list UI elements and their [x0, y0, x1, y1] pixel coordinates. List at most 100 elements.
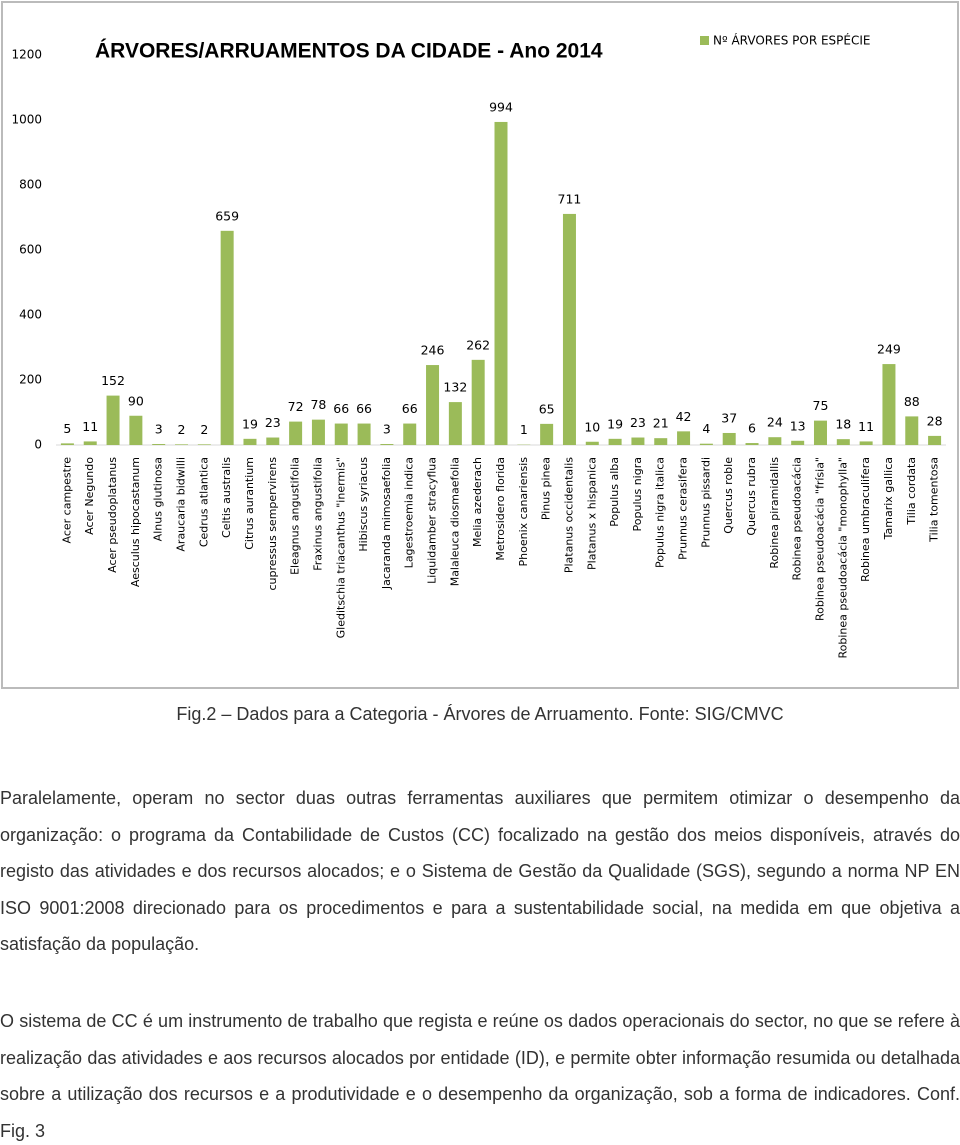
data-label: 90: [128, 393, 144, 408]
data-label: 659: [215, 208, 239, 223]
data-label: 13: [790, 418, 806, 433]
data-label: 19: [242, 416, 258, 431]
x-tick-label: Quercus rubra: [745, 457, 758, 536]
bar: [928, 435, 942, 445]
x-tick-label: Robinea piramidallis: [768, 457, 781, 569]
x-tick-label: Robinea umbraculifera: [859, 457, 872, 582]
data-label: 1: [520, 422, 528, 437]
bar: [494, 121, 508, 445]
x-tick-label: Quercus roble: [722, 457, 735, 534]
data-label: 23: [265, 415, 281, 430]
x-tick-label: cupressus sempervirens: [266, 457, 279, 591]
x-tick-label: Tilia tomentosa: [928, 457, 941, 543]
data-label: 994: [489, 99, 513, 114]
data-label: 28: [927, 413, 943, 428]
bar: [403, 423, 417, 445]
x-tick-label: Acer Negundo: [83, 457, 96, 535]
y-tick-label: 600: [19, 243, 42, 257]
x-tick-label: Gleditschia triacanthus "inermis": [334, 457, 347, 638]
data-label: 78: [310, 397, 326, 412]
chart-title: ÁRVORES/ARRUAMENTOS DA CIDADE - Ano 2014: [95, 40, 603, 63]
x-tick-label: Prunnus pissardi: [699, 457, 712, 548]
bar: [311, 419, 325, 445]
data-label: 5: [63, 421, 71, 436]
x-tick-label: Hibiscus syriacus: [357, 457, 370, 552]
bar: [471, 359, 485, 445]
x-tick-label: Populus alba: [608, 457, 621, 527]
y-tick-label: 1200: [11, 48, 42, 62]
x-tick-label: Eleagnus angustifolia: [289, 457, 302, 575]
bar: [608, 438, 622, 445]
bar: [266, 437, 280, 445]
bar: [197, 444, 211, 445]
bar: [220, 230, 234, 445]
bar: [357, 423, 371, 445]
data-label: 42: [676, 409, 692, 424]
bar: [175, 444, 189, 445]
x-tick-label: Phoenix canariensis: [517, 457, 530, 567]
y-tick-label: 400: [19, 308, 42, 322]
data-label: 246: [421, 343, 445, 358]
x-tick-label: Alnus glutinosa: [152, 457, 165, 541]
caption: Fig.2 – Dados para a Categoria - Árvores…: [176, 704, 784, 724]
x-tick-label: Robinea pseudoacácia "frísia": [813, 457, 826, 621]
x-tick-label: Prunnus cerasifera: [677, 457, 690, 560]
y-tick-label: 1000: [11, 113, 42, 127]
data-label: 66: [356, 401, 372, 416]
x-tick-label: Cedrus atlantica: [197, 457, 210, 547]
x-tick-label: Acer campestre: [60, 457, 73, 544]
x-tick-label: Celtis australis: [220, 457, 233, 538]
legend-label: Nº ÁRVORES POR ESPÉCIE: [713, 33, 870, 48]
data-label: 65: [539, 401, 555, 416]
data-label: 132: [443, 380, 467, 395]
bar: [540, 423, 554, 445]
data-label: 3: [383, 422, 391, 437]
bar: [152, 444, 166, 445]
data-label: 262: [466, 337, 490, 352]
bar: [722, 432, 736, 445]
y-tick-label: 800: [19, 178, 42, 192]
x-tick-label: Populus nigra italica: [654, 457, 667, 568]
data-label: 88: [904, 394, 920, 409]
chart-frame: [1, 1, 959, 689]
x-tick-label: Fraxinus angustifolia: [311, 457, 324, 571]
data-label: 6: [748, 421, 756, 436]
bar: [699, 443, 713, 445]
bar: [905, 416, 919, 445]
bar: [129, 415, 143, 445]
bar: [585, 441, 599, 445]
bar: [106, 395, 120, 445]
data-label: 19: [607, 416, 623, 431]
bar: [677, 431, 691, 445]
chart: ÁRVORES/ARRUAMENTOS DA CIDADE - Ano 2014…: [1, 1, 959, 689]
data-label: 11: [82, 419, 98, 434]
x-tick-label: Tilia cordata: [905, 457, 918, 526]
x-tick-label: Aesculus hipocastanum: [129, 457, 142, 587]
data-label: 72: [288, 399, 304, 414]
bar: [813, 420, 827, 445]
data-label: 10: [584, 419, 600, 434]
x-tick-label: Citrus aurantium: [243, 457, 256, 550]
x-tick-label: Tamarix gallica: [882, 457, 895, 540]
bar: [745, 443, 759, 445]
bar: [562, 213, 576, 445]
bar: [380, 444, 394, 445]
x-tick-label: Metrosidero florida: [494, 457, 507, 561]
x-tick-label: Robinea pseudoacácia: [791, 457, 804, 580]
data-label: 152: [101, 373, 125, 388]
bar: [334, 423, 348, 445]
x-tick-label: Malaleuca diosmaefolia: [448, 457, 461, 586]
data-label: 75: [813, 398, 829, 413]
y-tick-label: 0: [34, 438, 42, 452]
x-tick-label: Lagestroemia indica: [403, 457, 416, 568]
data-label: 23: [630, 415, 646, 430]
bar: [654, 438, 668, 445]
bar: [243, 438, 257, 445]
x-tick-label: Melia azederach: [471, 457, 484, 547]
legend-swatch: [700, 36, 709, 45]
bar: [631, 437, 645, 445]
data-label: 18: [835, 417, 851, 432]
data-label: 24: [767, 415, 783, 430]
bar: [83, 441, 97, 445]
